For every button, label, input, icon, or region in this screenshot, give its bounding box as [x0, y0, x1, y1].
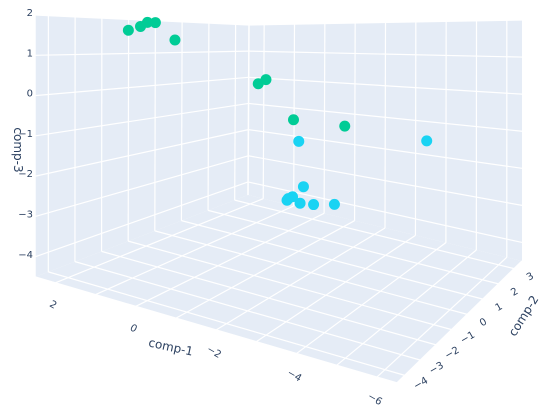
- y-tick-label: 2: [509, 286, 520, 299]
- y-tick-label: −1: [459, 330, 477, 347]
- data-point: [253, 78, 264, 89]
- data-point: [339, 121, 350, 132]
- x-tick-label: 2: [47, 299, 58, 312]
- x-axis-title: comp-1: [147, 336, 194, 359]
- z-tick-label: 1: [27, 48, 33, 59]
- data-point: [142, 17, 153, 28]
- data-point: [298, 181, 309, 192]
- z-axis-title: comp-3: [11, 127, 25, 172]
- back-corner-edge: [248, 25, 249, 195]
- back-gridline-x: [355, 23, 356, 221]
- z-tick-label: 0: [27, 89, 33, 100]
- data-point: [169, 34, 180, 45]
- y-tick-label: 1: [494, 301, 505, 314]
- data-point: [283, 193, 294, 204]
- x-tick-label: −6: [366, 391, 384, 408]
- y-tick-label: 3: [525, 271, 536, 284]
- data-point: [293, 136, 304, 147]
- left-gridline-y: [155, 21, 156, 231]
- z-tick-label: 2: [27, 8, 33, 19]
- chart-walls: [35, 15, 522, 383]
- left-gridline-y: [181, 22, 182, 221]
- x-tick-label: −2: [205, 344, 223, 361]
- left-gridline-y: [208, 23, 209, 210]
- x-tick-label: 0: [128, 323, 139, 336]
- back-gridline-x: [385, 23, 386, 229]
- data-point: [288, 114, 299, 125]
- z-tick-label: −4: [18, 250, 33, 261]
- data-point: [329, 199, 340, 210]
- z-tick-label: −3: [18, 210, 33, 221]
- data-point: [421, 135, 432, 146]
- y-axis-title: comp-2: [506, 293, 542, 339]
- data-point: [308, 199, 319, 210]
- data-point: [123, 25, 134, 36]
- y-tick-label: −3: [428, 360, 446, 377]
- y-tick-label: 0: [478, 316, 489, 329]
- back-gridline-x: [324, 24, 325, 214]
- x-tick-label: −4: [285, 368, 303, 385]
- y-tick-label: −4: [412, 375, 430, 392]
- y-tick-label: −2: [443, 345, 461, 362]
